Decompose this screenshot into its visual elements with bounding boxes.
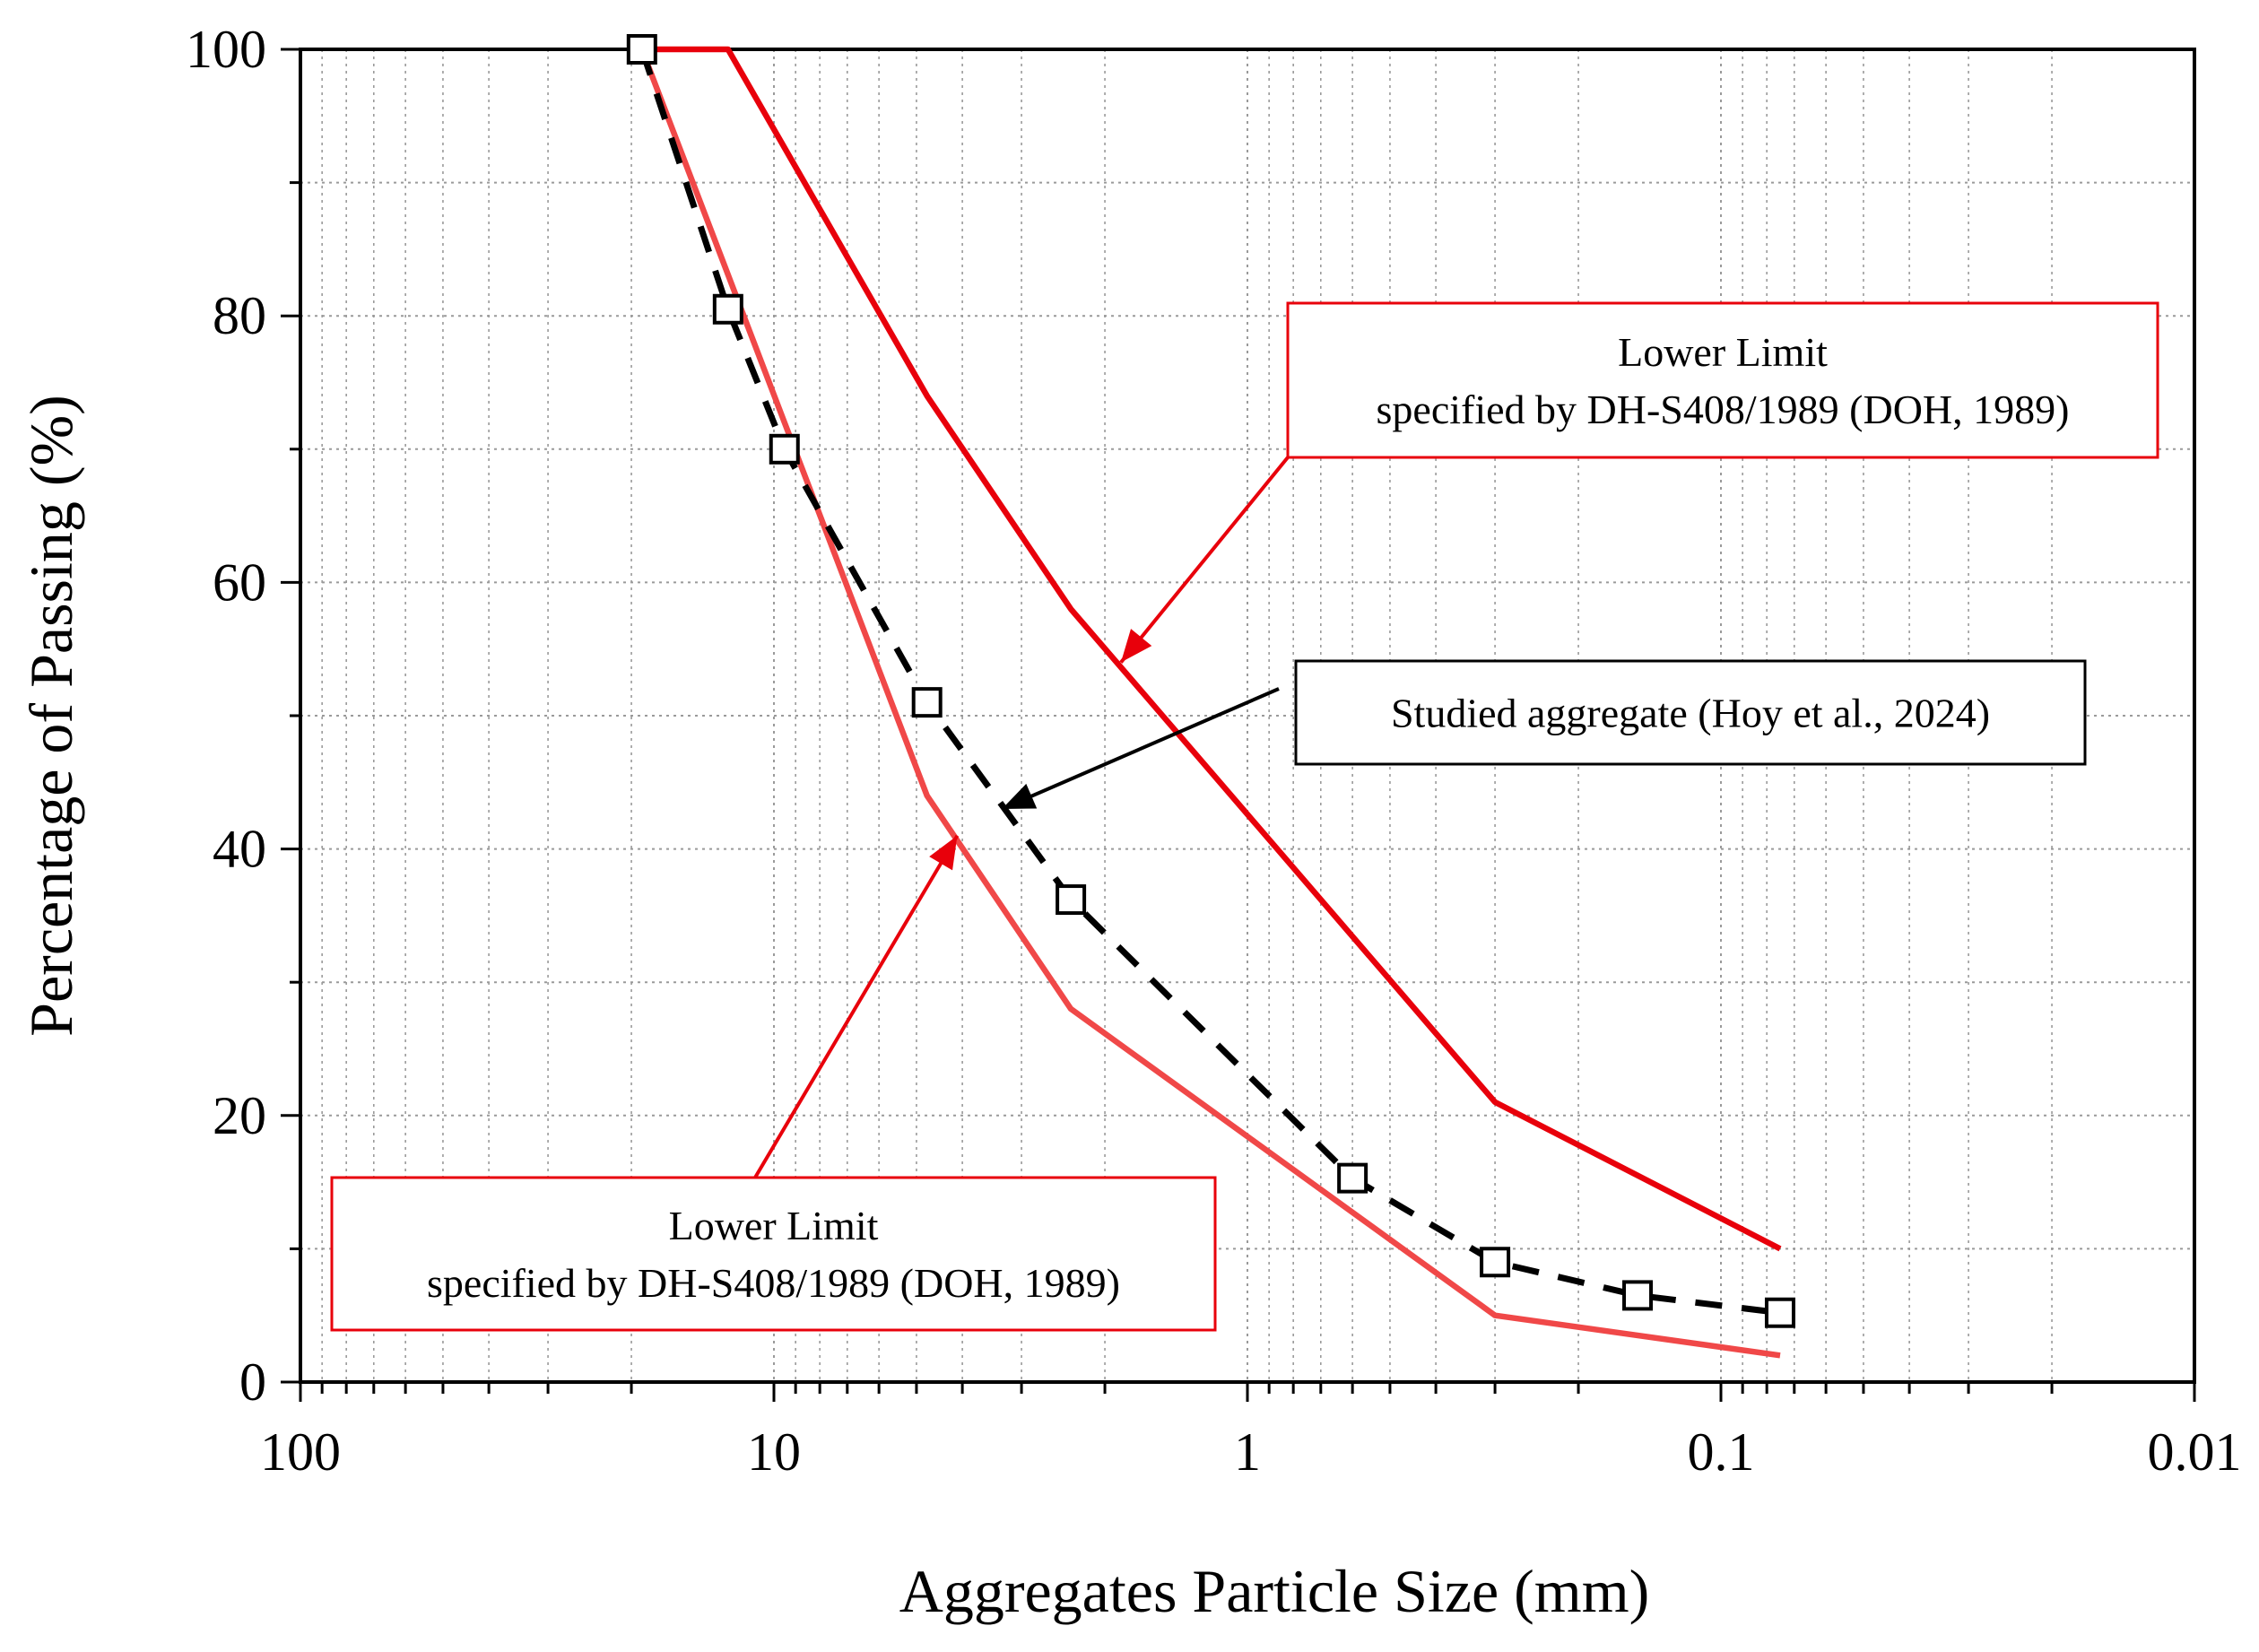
data-point-marker [1056,884,1087,916]
data-point-marker [1480,1247,1511,1278]
series-line-0 [641,46,1782,1252]
annotation-arrow-line [1119,456,1290,664]
x-tick-label: 10 [747,1422,801,1482]
annotation-text: Lower Limit [1618,329,1828,375]
annotation-arrowhead [1002,783,1038,810]
data-point-marker [911,687,943,718]
annotation-arrow-line [753,834,960,1179]
axis-ticks [281,48,2196,1402]
series-group [626,34,1795,1359]
data-point-marker [626,34,657,65]
data-point-marker [712,293,743,325]
annotation-box-upper [1286,301,2159,459]
y-tick-label: 80 [213,286,266,345]
data-point-marker [1622,1280,1654,1311]
annotation-arrowhead [929,835,958,871]
annotations: Lower Limit specified by DH-S408/1989 (DO… [330,301,2159,1332]
data-point-marker [769,433,800,465]
x-axis-title: Aggregates Particle Size (mm) [899,1557,1650,1625]
annotation-box-studied [1294,659,2087,766]
annotation-text: Lower Limit [669,1203,879,1248]
series-line-1 [639,48,1781,1359]
y-tick-label: 0 [239,1352,266,1412]
axis-labels: 100 10 1 0.1 0.01 0 20 40 60 80 100 Aggregates Part… [17,20,2242,1625]
data-point-marker [1337,1162,1368,1194]
x-tick-label: 0.1 [1688,1422,1755,1482]
grid [300,49,2194,1382]
y-tick-label: 20 [213,1086,266,1145]
annotation-text: specified by DH-S408/1989 (DOH, 1989) [1377,387,2070,432]
y-tick-label: 100 [186,20,266,79]
y-axis-title: Percentage of Passing (%) [17,395,85,1037]
annotation-text: Studied aggregate (Hoy et al., 2024) [1391,691,1990,736]
x-tick-label: 0.01 [2148,1422,2242,1482]
y-tick-label: 60 [213,552,266,612]
annotation-text: specified by DH-S408/1989 (DOH, 1989) [427,1260,1120,1306]
annotation-arrowhead [1120,629,1152,663]
x-tick-label: 100 [260,1422,341,1482]
annotation-box-lower [330,1176,1217,1332]
x-tick-label: 1 [1234,1422,1261,1482]
annotation-arrow-line [1001,687,1280,811]
data-point-marker [1764,1297,1795,1328]
y-tick-label: 40 [213,820,266,879]
